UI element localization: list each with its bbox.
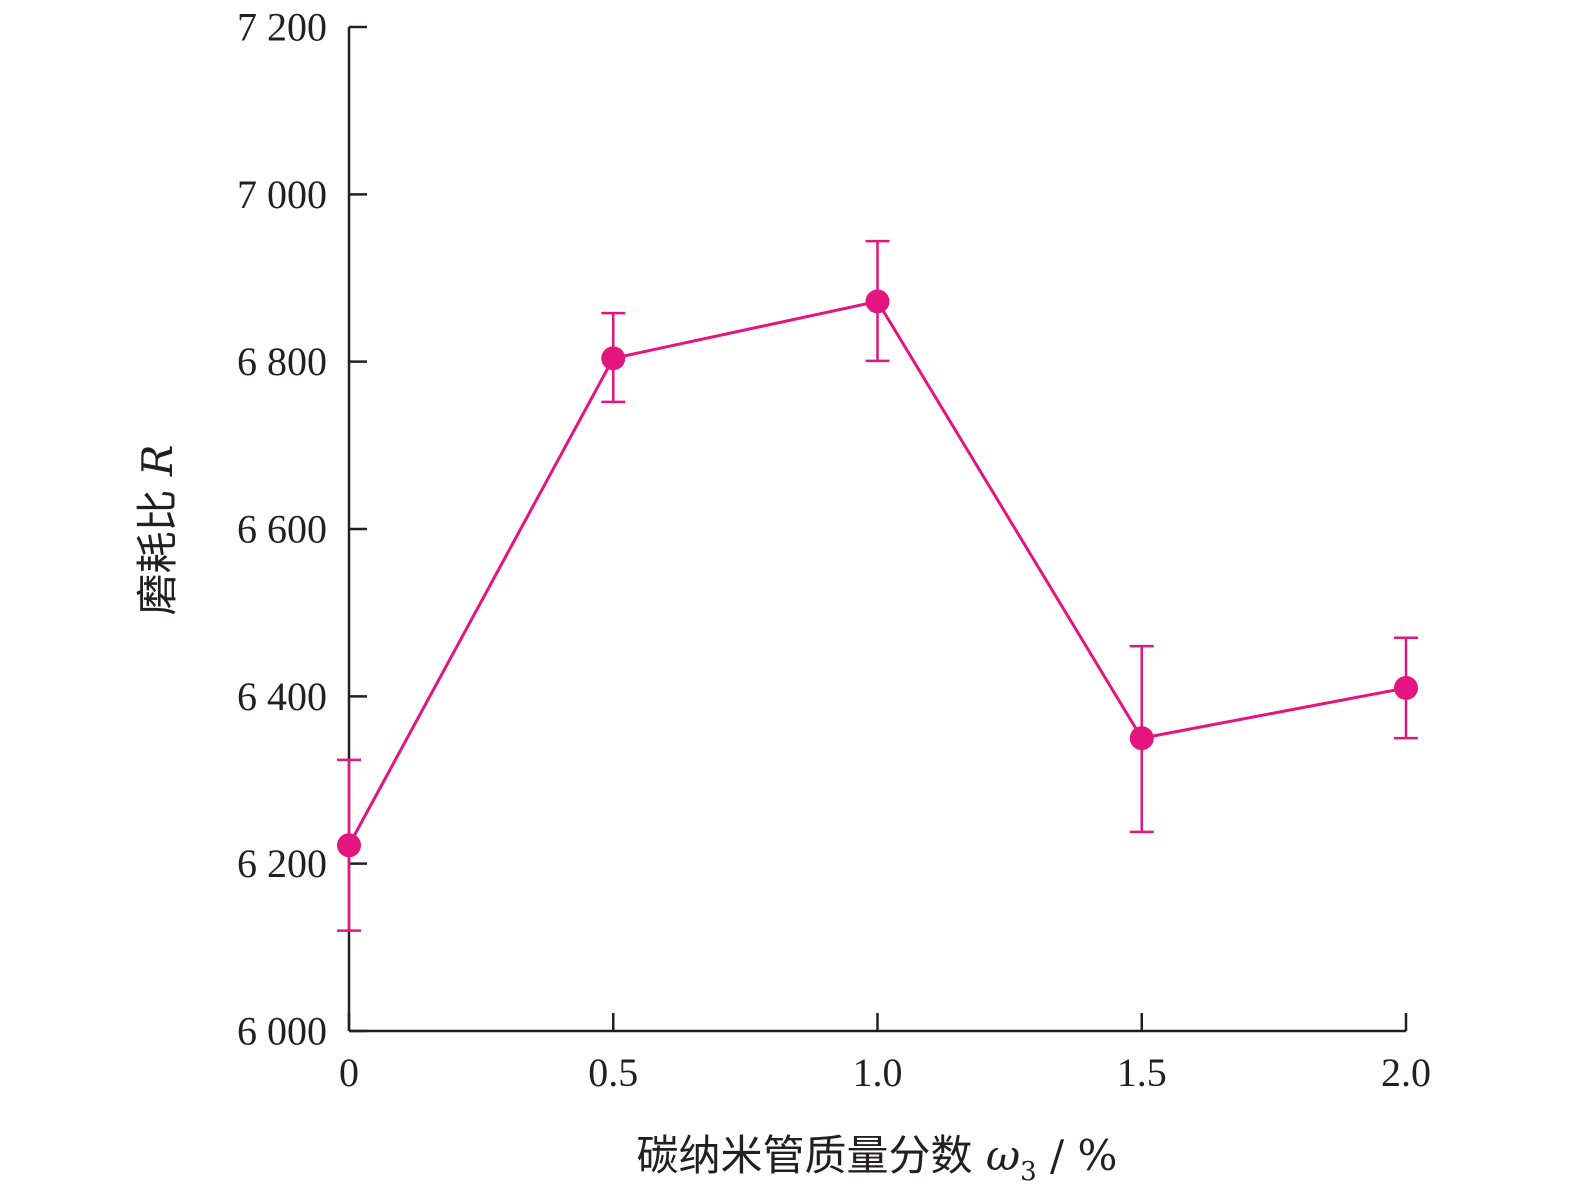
x-axis-title-main: 碳纳米管质量分数 bbox=[637, 1131, 986, 1180]
x-axis-title-symbol: ω bbox=[986, 1131, 1020, 1180]
series-line bbox=[347, 299, 1407, 846]
y-tick-label: 7 200 bbox=[237, 5, 327, 50]
x-tick-label: 2.0 bbox=[1381, 1050, 1431, 1095]
data-point bbox=[1394, 675, 1418, 700]
x-tick-label: 0.5 bbox=[588, 1050, 638, 1095]
y-tick-label: 6 600 bbox=[237, 507, 327, 552]
y-axis-title-symbol: R bbox=[133, 445, 182, 478]
series-layer bbox=[337, 239, 1418, 932]
y-tick-label: 6 400 bbox=[237, 674, 327, 719]
y-axis-title: 磨耗比 R bbox=[133, 445, 182, 616]
y-tick-label: 6 800 bbox=[237, 339, 327, 384]
data-point bbox=[865, 289, 890, 314]
y-tick-label: 6 200 bbox=[237, 841, 327, 886]
data-point bbox=[1129, 726, 1154, 751]
x-axis-title-subscript: 3 bbox=[1020, 1157, 1037, 1187]
x-axis-title-unit: / % bbox=[1037, 1131, 1118, 1180]
y-tick-label: 7 000 bbox=[237, 172, 327, 217]
x-tick-label: 1.0 bbox=[853, 1050, 903, 1095]
y-tick-label: 6 000 bbox=[237, 1009, 327, 1054]
x-tick-label: 0 bbox=[339, 1050, 359, 1095]
x-ticks: 0 0.5 1.0 1.5 2.0 bbox=[339, 1013, 1431, 1095]
axes: 6 000 6 200 6 400 6 600 6 800 7 000 7 200 0 0.5… bbox=[237, 5, 1431, 1096]
data-point bbox=[337, 833, 361, 858]
x-tick-label: 1.5 bbox=[1117, 1050, 1167, 1095]
y-ticks: 6 000 6 200 6 400 6 600 6 800 7 000 7 200 bbox=[237, 5, 367, 1054]
data-point bbox=[601, 346, 626, 371]
y-axis-title-main: 磨耗比 bbox=[133, 476, 182, 615]
x-axis-title: 碳纳米管质量分数 ω3 / % bbox=[637, 1131, 1118, 1187]
